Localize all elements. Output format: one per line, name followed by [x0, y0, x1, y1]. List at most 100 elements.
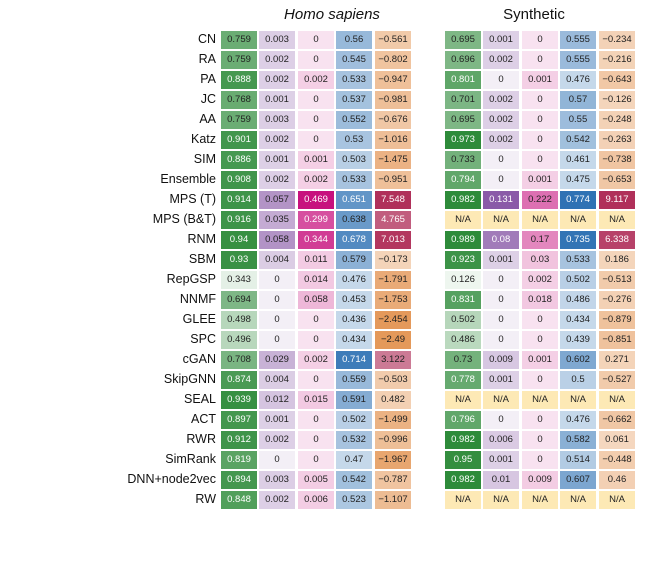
heatmap-cell: 0.694	[221, 291, 257, 309]
heatmap-cell: 0.002	[259, 71, 295, 89]
heatmap-cell: −0.851	[599, 331, 635, 349]
heatmap-cell: 7.013	[375, 231, 411, 249]
row-label: RW	[195, 492, 216, 506]
heatmap-cell: 0.73	[445, 351, 481, 369]
heatmap-cell: 0.029	[259, 351, 295, 369]
heatmap-cell: 0.009	[522, 471, 558, 489]
heatmap-cell: 0.482	[375, 391, 411, 409]
heatmap-cell: 0.502	[445, 311, 481, 329]
row-label: RNM	[187, 232, 216, 246]
heatmap-cell: 0.461	[560, 151, 596, 169]
heatmap-cell: 0.015	[298, 391, 334, 409]
heatmap-cell: 0	[259, 331, 295, 349]
heatmap-cell: N/A	[560, 491, 596, 509]
heatmap-cell: 0.018	[522, 291, 558, 309]
heatmap-cell: −2.49	[375, 331, 411, 349]
heatmap-cell: 0.602	[560, 351, 596, 369]
heatmap-cell: −2.454	[375, 311, 411, 329]
heatmap-cell: N/A	[522, 211, 558, 229]
heatmap-cell: 0.343	[221, 271, 257, 289]
heatmap-cell: 0.002	[298, 351, 334, 369]
heatmap-cell: 0.579	[336, 251, 372, 269]
heatmap-cell: 0.126	[445, 271, 481, 289]
heatmap-cell: 0.678	[336, 231, 372, 249]
heatmap-cell: 0.035	[259, 211, 295, 229]
heatmap-cell: −0.234	[599, 31, 635, 49]
heatmap-cell: 0.001	[483, 451, 519, 469]
heatmap-cell: 0.014	[298, 271, 334, 289]
heatmap-cell: 0.503	[336, 151, 372, 169]
heatmap-cell: 0.498	[221, 311, 257, 329]
heatmap-cell: 0.701	[445, 91, 481, 109]
heatmap-cell: 0.982	[445, 191, 481, 209]
heatmap-cell: 0	[483, 411, 519, 429]
row-label: JC	[200, 92, 216, 106]
heatmap-cell: 0.439	[560, 331, 596, 349]
heatmap-cell: 0.982	[445, 431, 481, 449]
heatmap-cell: 0.002	[522, 271, 558, 289]
row-label: NNMF	[179, 292, 216, 306]
heatmap-cell: 0.533	[336, 71, 372, 89]
heatmap-cell: 0.523	[336, 491, 372, 509]
heatmap-cell: 0.559	[336, 371, 372, 389]
heatmap-cell: 0.831	[445, 291, 481, 309]
heatmap-cell: 0.555	[560, 51, 596, 69]
heatmap-cell: N/A	[445, 391, 481, 409]
heatmap-cell: 0.897	[221, 411, 257, 429]
heatmap-cell: 0.001	[483, 251, 519, 269]
heatmap-cell: 0.496	[221, 331, 257, 349]
heatmap-cell: 0.733	[445, 151, 481, 169]
heatmap-cell: 0	[522, 371, 558, 389]
heatmap-cell: −1.107	[375, 491, 411, 509]
heatmap-cell: N/A	[599, 491, 635, 509]
heatmap-cell: −0.951	[375, 171, 411, 189]
heatmap-cell: −0.996	[375, 431, 411, 449]
group-title-1: Synthetic	[503, 6, 565, 23]
heatmap-cell: 0	[522, 311, 558, 329]
heatmap-cell: 0.774	[560, 191, 596, 209]
heatmap-cell: 0.003	[259, 111, 295, 129]
heatmap-cell: 0	[522, 431, 558, 449]
heatmap-cell: 0	[259, 291, 295, 309]
heatmap-cell: 0.888	[221, 71, 257, 89]
heatmap-cell: 0.002	[483, 131, 519, 149]
heatmap-cell: −0.787	[375, 471, 411, 489]
heatmap-cell: 0.56	[336, 31, 372, 49]
heatmap-cell: 0.923	[445, 251, 481, 269]
heatmap-cell: 0.001	[259, 411, 295, 429]
heatmap-cell: 0.012	[259, 391, 295, 409]
heatmap-cell: 0.002	[259, 171, 295, 189]
heatmap-cell: 0.434	[336, 331, 372, 349]
heatmap-cell: −0.738	[599, 151, 635, 169]
heatmap-cell: 0.17	[522, 231, 558, 249]
row-label: RepGSP	[166, 272, 216, 286]
row-label: RA	[198, 52, 216, 66]
heatmap-cell: 0.344	[298, 231, 334, 249]
heatmap-cell: 0.486	[445, 331, 481, 349]
heatmap-cell: 0.299	[298, 211, 334, 229]
heatmap-cell: 0.912	[221, 431, 257, 449]
heatmap-cell: 0	[298, 371, 334, 389]
heatmap-cell: 0.005	[298, 471, 334, 489]
heatmap-cell: 0.08	[483, 231, 519, 249]
heatmap-cell: 0	[483, 151, 519, 169]
heatmap-cell: 0.131	[483, 191, 519, 209]
heatmap-cell: −0.263	[599, 131, 635, 149]
heatmap-cell: −0.947	[375, 71, 411, 89]
heatmap-cell: 0.476	[336, 271, 372, 289]
heatmap-cell: 0.894	[221, 471, 257, 489]
heatmap-cell: 0	[298, 311, 334, 329]
row-label: SkipGNN	[163, 372, 216, 386]
heatmap-cell: 0.476	[560, 411, 596, 429]
heatmap-cell: 0	[522, 331, 558, 349]
heatmap-cell: 0.55	[560, 111, 596, 129]
heatmap-cell: −0.513	[599, 271, 635, 289]
heatmap-cell: 9.117	[599, 191, 635, 209]
heatmap-cell: 0.982	[445, 471, 481, 489]
heatmap-cell: 0	[522, 31, 558, 49]
heatmap-cell: N/A	[445, 491, 481, 509]
heatmap-cell: −0.173	[375, 251, 411, 269]
heatmap-cell: 0	[483, 271, 519, 289]
heatmap-cell: 0	[259, 451, 295, 469]
heatmap-cell: 0.476	[560, 71, 596, 89]
